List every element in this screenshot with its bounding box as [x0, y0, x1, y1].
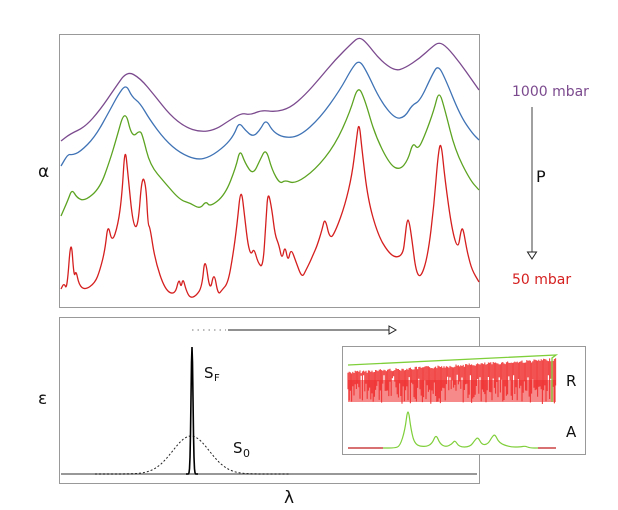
alpha-axis-label: α [38, 162, 49, 182]
spectrum-1000mbar [60, 37, 480, 142]
spectrum-intermediate-2 [60, 89, 480, 217]
epsilon-axis-label: ε [38, 389, 47, 409]
laser-label: S F [204, 364, 220, 384]
pressure-arrow-head-icon [526, 251, 538, 260]
source-profiles-group [61, 346, 477, 475]
reference-label: R [566, 372, 576, 390]
spectrum-intermediate-1 [60, 61, 480, 167]
laser-label-sub: F [214, 373, 220, 384]
pressure-high-label: 1000 mbar [512, 84, 589, 100]
absorption-label: A [566, 423, 577, 441]
lambda-axis-label: λ [284, 488, 294, 508]
top-panel-frame [59, 34, 480, 308]
source-label-sub: 0 [243, 447, 250, 460]
source-profile-s0 [95, 435, 289, 475]
pressure-label: P [536, 167, 546, 186]
source-label-main: S [233, 439, 243, 457]
tuning-arrow-head-icon [388, 325, 398, 335]
absorption-signal [383, 411, 538, 449]
reference-ramp [347, 354, 559, 402]
spectrum-50mbar [60, 125, 480, 298]
inset-signals-group [347, 354, 559, 449]
reference-signal-fill [348, 380, 556, 402]
absorption-spectra-group [60, 37, 480, 298]
laser-profile-sf [186, 346, 198, 475]
pressure-low-label: 50 mbar [512, 272, 571, 288]
laser-label-main: S [204, 364, 214, 382]
source-label: S 0 [233, 439, 250, 460]
